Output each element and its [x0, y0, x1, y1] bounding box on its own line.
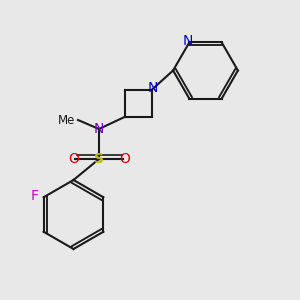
- Text: O: O: [68, 152, 79, 166]
- Text: F: F: [31, 189, 39, 203]
- Text: Me: Me: [58, 113, 75, 127]
- Text: N: N: [94, 122, 104, 136]
- Text: N: N: [183, 34, 193, 48]
- Text: S: S: [94, 152, 104, 166]
- Text: N: N: [148, 82, 158, 95]
- Text: O: O: [119, 152, 130, 166]
